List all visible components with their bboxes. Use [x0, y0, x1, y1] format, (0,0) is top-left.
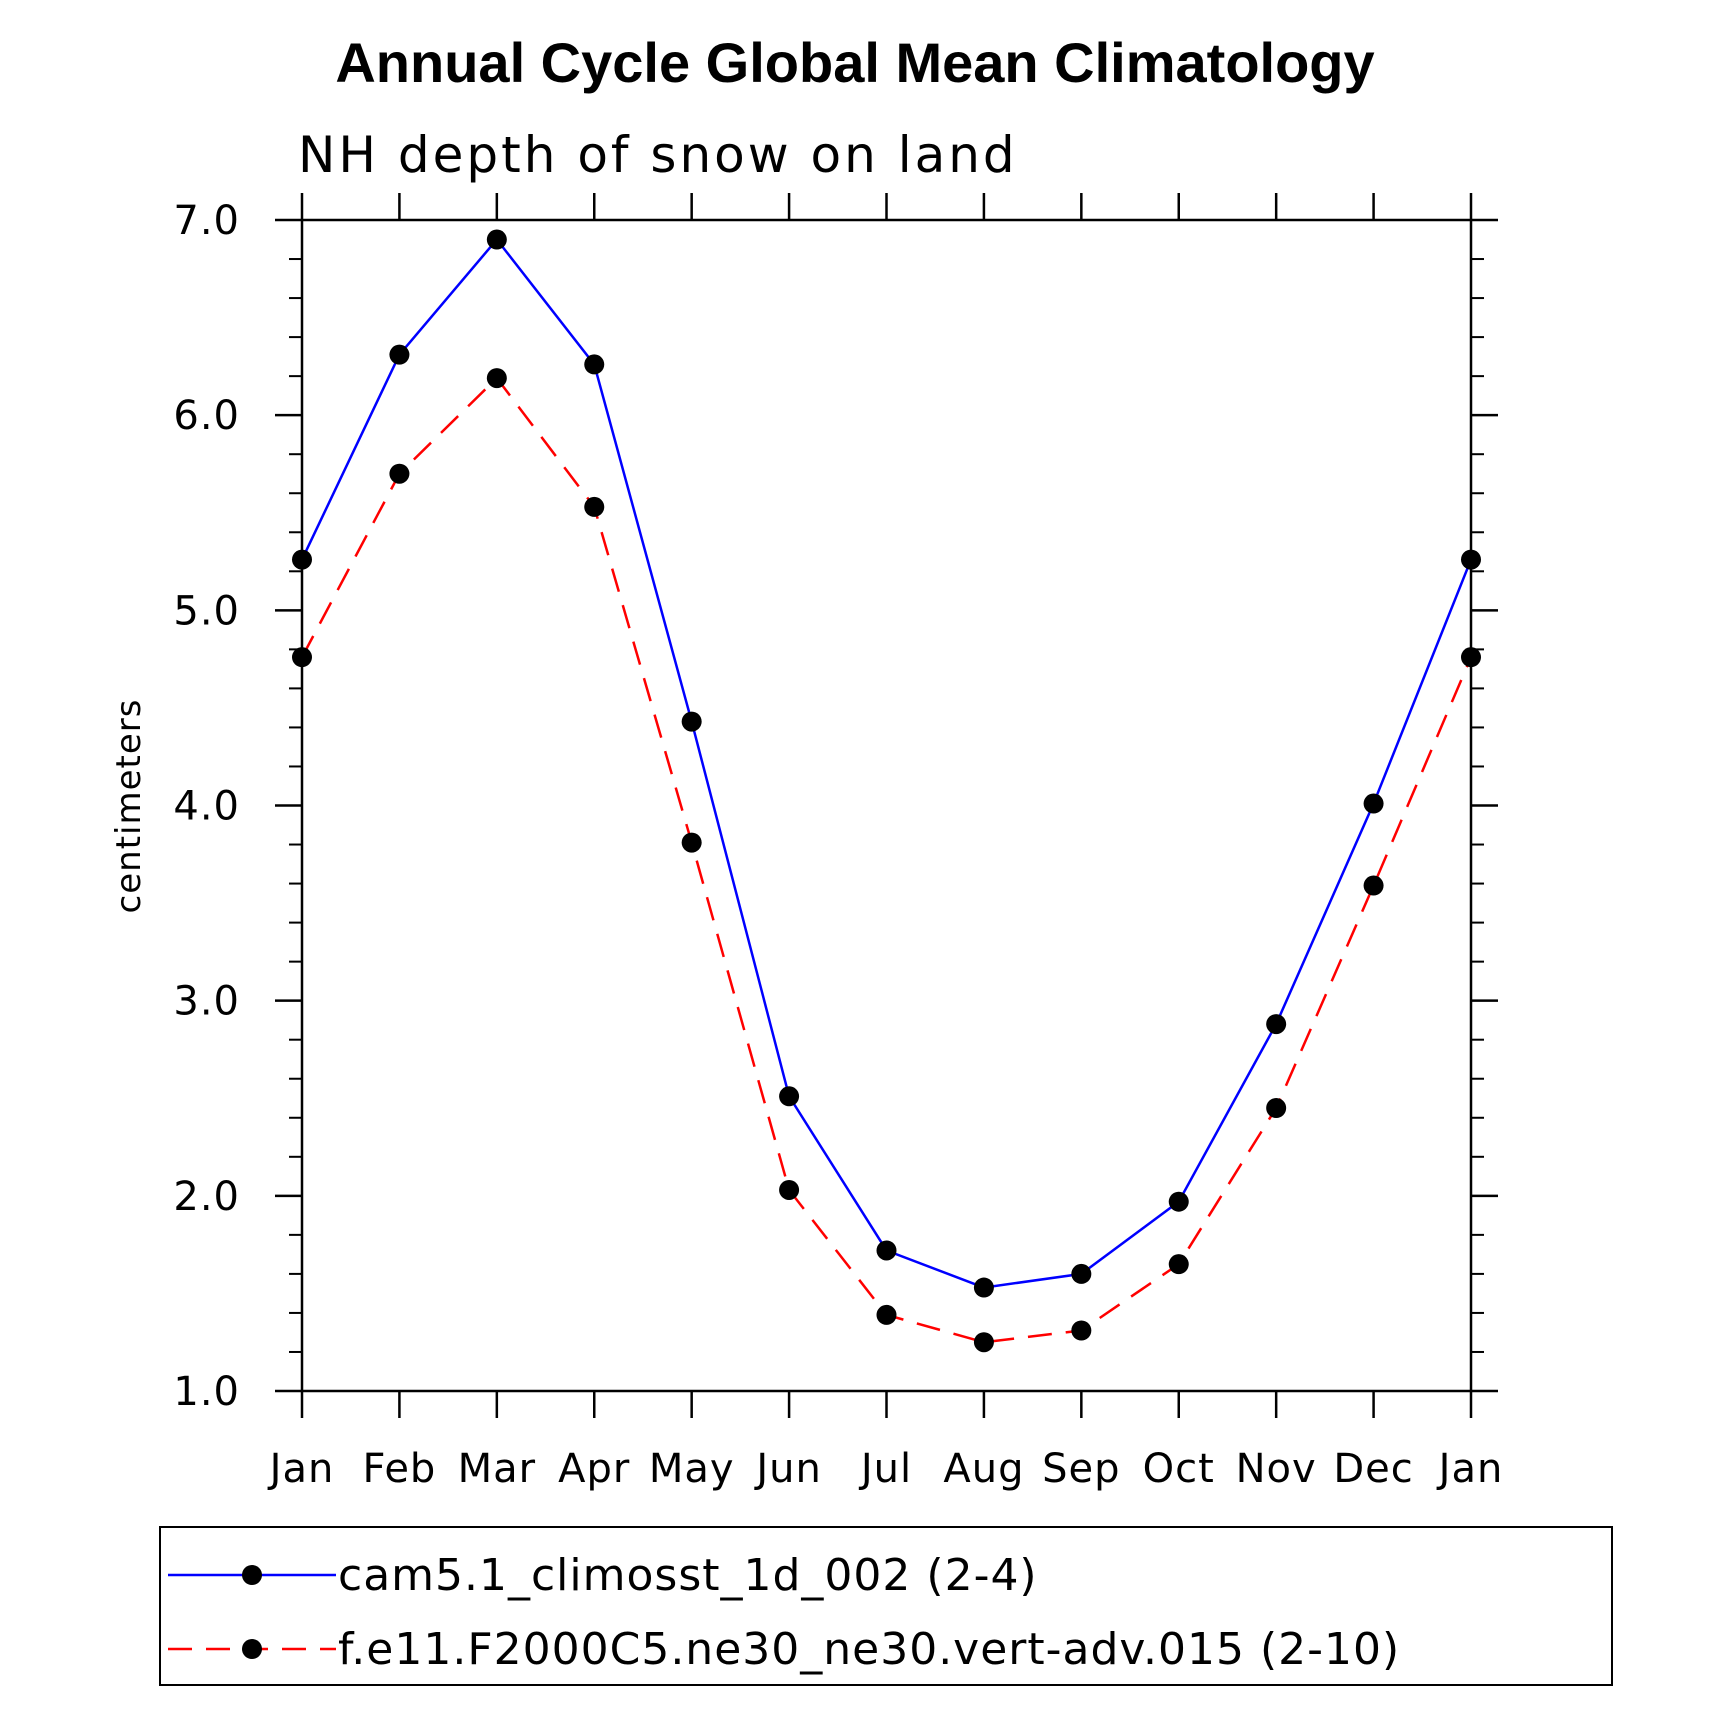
legend: cam5.1_climosst_1d_002 (2-4) f.e11.F2000C… — [159, 1526, 1613, 1686]
x-tick-label: Oct — [1143, 1446, 1215, 1492]
series-1-point — [292, 549, 312, 570]
y-tick-label: 6.0 — [173, 393, 240, 439]
legend-box — [159, 1526, 1613, 1686]
series-line-2 — [300, 376, 1473, 1344]
legend-label-1: cam5.1_climosst_1d_002 (2-4) — [338, 1550, 1038, 1601]
axis-ticks — [275, 193, 1498, 1418]
x-tick-label: Jan — [1436, 1446, 1504, 1492]
series-2-point — [1266, 1098, 1287, 1119]
series-2-point — [486, 368, 507, 389]
series-1-point — [389, 344, 410, 365]
series-2-point — [1168, 1254, 1189, 1275]
plot-frame — [300, 218, 1473, 1393]
y-tick-label: 7.0 — [173, 198, 240, 244]
y-tick-label: 3.0 — [173, 979, 240, 1025]
y-tick-label: 2.0 — [173, 1174, 240, 1220]
x-tick-label: Jun — [753, 1446, 822, 1492]
series-2-point — [779, 1179, 800, 1200]
series-1-point — [1071, 1263, 1092, 1284]
series-2-point — [584, 496, 605, 517]
legend-marker-1 — [242, 1565, 262, 1585]
series-1-point — [779, 1086, 800, 1107]
series-2-point — [1461, 647, 1481, 668]
x-tick-label: Feb — [363, 1446, 437, 1492]
x-tick-label: Sep — [1042, 1446, 1120, 1492]
series-1-point — [1168, 1191, 1189, 1212]
y-tick-label: 4.0 — [173, 784, 240, 830]
chart-title: Annual Cycle Global Mean Climatology — [335, 31, 1374, 94]
x-tick-label: May — [649, 1446, 735, 1492]
tick-labels: Jan Feb Mar Apr May Jun Jul Aug Sep Oct Nov Dec Jan 1… — [173, 198, 1504, 1492]
series-2-point — [681, 832, 702, 853]
series-1-point — [1363, 793, 1384, 814]
series-1-point — [681, 711, 702, 732]
chart-subtitle: NH depth of snow on land — [298, 126, 1018, 184]
series-1-point — [486, 229, 507, 250]
x-tick-label: Jul — [858, 1446, 912, 1492]
series-1-point — [584, 354, 605, 375]
series-2-point — [973, 1332, 994, 1353]
series-2-point — [389, 463, 410, 484]
series-layer — [292, 229, 1481, 1353]
series-1-point — [973, 1277, 994, 1298]
x-tick-label: Aug — [943, 1446, 1024, 1492]
y-tick-label: 1.0 — [173, 1369, 240, 1415]
series-1-point — [1266, 1014, 1287, 1035]
series-2-point — [292, 647, 312, 668]
x-tick-label: Mar — [458, 1446, 536, 1492]
y-axis-label: centimeters — [109, 699, 149, 914]
series-1-point — [876, 1240, 897, 1261]
series-2-point — [1363, 875, 1384, 896]
series-2-point — [876, 1304, 897, 1325]
legend-label-2: f.e11.F2000C5.ne30_ne30.vert-adv.015 (2-… — [338, 1624, 1400, 1675]
series-1-point — [1461, 549, 1481, 570]
x-tick-label: Dec — [1333, 1446, 1413, 1492]
legend-marker-2 — [242, 1639, 262, 1659]
x-tick-label: Nov — [1236, 1446, 1317, 1492]
x-tick-label: Jan — [267, 1446, 335, 1492]
series-2-point — [1071, 1320, 1092, 1341]
x-tick-label: Apr — [558, 1446, 630, 1492]
y-tick-label: 5.0 — [173, 588, 240, 634]
